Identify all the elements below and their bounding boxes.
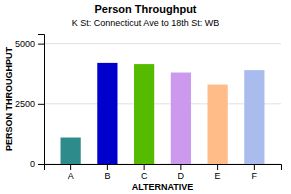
tick-mark: [180, 164, 181, 170]
tick: 5000: [15, 39, 44, 49]
bars: [61, 63, 265, 164]
tick: C: [141, 164, 148, 181]
tick: 0: [30, 159, 44, 169]
tick-label: A: [68, 171, 74, 181]
bar: [171, 73, 191, 164]
tick-label: 0: [30, 159, 35, 169]
tick-mark: [38, 44, 44, 45]
y-axis-title: PERSON THROUGHPUT: [4, 47, 14, 152]
bar: [244, 70, 264, 164]
tick-label: F: [252, 171, 258, 181]
tick: 2500: [15, 99, 44, 109]
tick-mark: [254, 164, 255, 170]
grid-line: [44, 43, 281, 44]
title: Person Throughput: [94, 3, 196, 15]
tick: A: [68, 164, 74, 181]
bar: [208, 85, 228, 164]
x-axis: A B C D E F: [45, 164, 282, 181]
tick-mark: [144, 164, 145, 170]
tick-mark: [38, 104, 44, 105]
tick: D: [178, 164, 185, 181]
plot: 0 2500 5000 A B C D E F: [15, 35, 282, 182]
y-axis: 0 2500 5000: [15, 35, 45, 170]
axis-line: [38, 35, 45, 165]
tick: B: [104, 164, 110, 181]
grid: [44, 44, 281, 164]
subtitle: K St: Connecticut Ave to 18th St: WB: [72, 18, 219, 28]
bar: [61, 138, 81, 164]
bar: [97, 63, 117, 164]
tick-mark: [38, 164, 44, 165]
tick-mark: [217, 164, 218, 170]
bar: [134, 64, 154, 164]
tick-mark: [107, 164, 108, 170]
tick-label: 5000: [15, 39, 35, 49]
x-axis-title: ALTERNATIVE: [132, 182, 194, 192]
tick-label: D: [178, 171, 185, 181]
tick: F: [252, 164, 258, 181]
tick-mark: [70, 164, 71, 170]
axis-line: [45, 165, 282, 171]
tick-label: B: [104, 171, 110, 181]
tick-label: 2500: [15, 99, 35, 109]
chart: Person Throughput K St: Connecticut Ave t…: [0, 0, 291, 194]
tick-label: C: [141, 171, 148, 181]
tick: E: [215, 164, 221, 181]
tick-label: E: [215, 171, 221, 181]
